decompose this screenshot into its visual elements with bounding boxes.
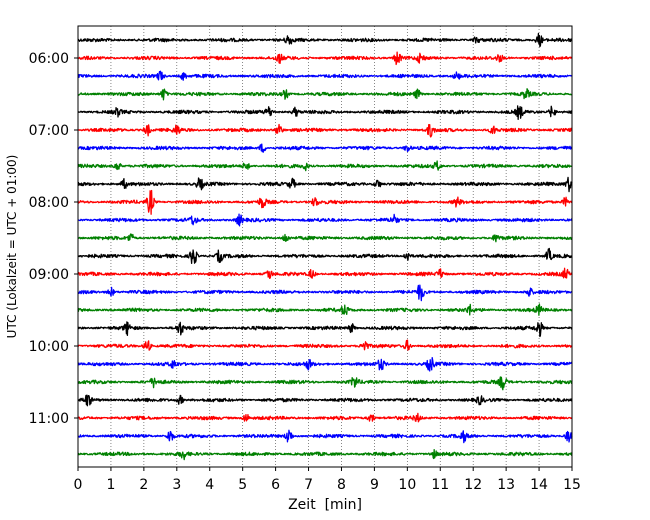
seismic-trace xyxy=(77,412,573,423)
seismic-trace xyxy=(77,88,573,101)
y-axis-ticks: 06:00 07:00 08:00 09:00 10:00 11:00 xyxy=(29,51,78,427)
seismic-trace xyxy=(77,303,573,316)
seismic-trace xyxy=(77,51,573,66)
seismic-trace xyxy=(77,160,573,172)
seismic-trace xyxy=(77,32,573,48)
x-tick-label: 8 xyxy=(337,477,346,493)
x-axis-label: Zeit [min] xyxy=(288,497,362,513)
plot-frame xyxy=(77,25,573,468)
seismic-trace xyxy=(77,189,573,215)
x-tick-label: 1 xyxy=(106,477,115,493)
y-tick-label: 09:00 xyxy=(29,267,69,283)
x-tick-label: 6 xyxy=(271,477,280,493)
x-tick-label: 9 xyxy=(370,477,379,493)
seismic-trace xyxy=(77,247,573,264)
seismic-trace xyxy=(77,143,573,153)
seismic-trace xyxy=(77,284,573,302)
x-tick-label: 10 xyxy=(398,477,416,493)
seismic-trace xyxy=(77,267,573,279)
x-tick-label: 14 xyxy=(530,477,548,493)
seismic-trace xyxy=(77,429,573,444)
seismic-trace xyxy=(77,123,573,138)
x-axis-ticks: 0 1 2 3 4 5 6 7 8 9 10 11 12 13 14 15 xyxy=(74,467,581,493)
x-tick-label: 11 xyxy=(431,477,449,493)
x-tick-label: 0 xyxy=(74,477,83,493)
y-tick-label: 06:00 xyxy=(29,51,69,67)
seismic-trace xyxy=(77,449,573,461)
seismic-trace xyxy=(77,321,573,338)
seismic-traces xyxy=(77,32,573,461)
y-tick-label: 07:00 xyxy=(29,123,69,139)
seismic-trace xyxy=(77,233,573,243)
x-tick-label: 3 xyxy=(172,477,181,493)
x-tick-label: 5 xyxy=(238,477,247,493)
seismic-trace xyxy=(77,70,573,81)
seismic-trace xyxy=(77,213,573,227)
x-tick-label: 15 xyxy=(563,477,581,493)
seismic-trace xyxy=(77,339,573,351)
x-tick-label: 13 xyxy=(497,477,515,493)
y-tick-label: 08:00 xyxy=(29,195,69,211)
seismic-trace xyxy=(77,356,573,372)
x-tick-label: 12 xyxy=(464,477,482,493)
seismic-trace xyxy=(77,105,573,121)
y-tick-label: 11:00 xyxy=(29,411,69,427)
x-tick-label: 7 xyxy=(304,477,313,493)
seismic-trace xyxy=(77,376,573,391)
seismic-trace xyxy=(77,394,573,407)
y-tick-label: 10:00 xyxy=(29,339,69,355)
x-tick-label: 4 xyxy=(205,477,214,493)
seismic-trace xyxy=(77,176,573,193)
y-axis-label: UTC (Lokalzeit = UTC + 01:00) xyxy=(5,155,19,339)
x-tick-label: 2 xyxy=(139,477,148,493)
